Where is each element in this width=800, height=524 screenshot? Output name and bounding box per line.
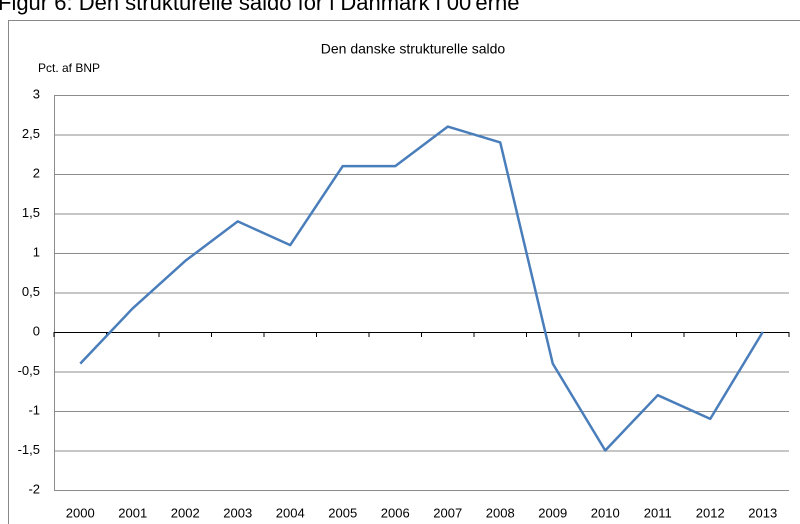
x-tick-label: 2004 xyxy=(276,505,305,520)
x-tick-label: 2013 xyxy=(748,505,777,520)
x-tick-label: 2007 xyxy=(433,505,462,520)
chart-border xyxy=(8,20,800,524)
x-tick-label: 2009 xyxy=(538,505,567,520)
x-tick-label: 2003 xyxy=(223,505,252,520)
chart-title: Den danske strukturelle saldo xyxy=(321,41,506,57)
x-tick-label: 2005 xyxy=(328,505,357,520)
x-tick-label: 2008 xyxy=(486,505,515,520)
y-tick-label: -1 xyxy=(28,402,40,417)
y-tick-label: 1,5 xyxy=(22,205,40,220)
y-tick-label: 0,5 xyxy=(22,284,40,299)
data-line xyxy=(79,125,764,452)
y-tick-label: 0 xyxy=(33,323,40,338)
y-tick-label: -0,5 xyxy=(18,363,40,378)
x-tick-label: 2011 xyxy=(644,505,672,520)
y-tick-label: 2 xyxy=(33,165,40,180)
y-tick-label: 2,5 xyxy=(22,126,40,141)
figure-heading: Figur 6: Den strukturelle saldo for i Da… xyxy=(0,0,519,15)
y-tick-label: -2 xyxy=(28,481,40,496)
x-tick-label: 2006 xyxy=(381,505,410,520)
x-tick-label: 2012 xyxy=(696,505,725,520)
y-tick-label: 1 xyxy=(33,244,40,259)
y-axis-label: Pct. af BNP xyxy=(38,61,100,75)
x-tick-label: 2010 xyxy=(591,505,620,520)
x-tick-label: 2000 xyxy=(66,505,95,520)
y-tick-label: -1,5 xyxy=(18,442,40,457)
y-tick-label: 3 xyxy=(33,86,40,101)
x-tick-label: 2001 xyxy=(118,505,147,520)
x-tick-label: 2002 xyxy=(171,505,200,520)
